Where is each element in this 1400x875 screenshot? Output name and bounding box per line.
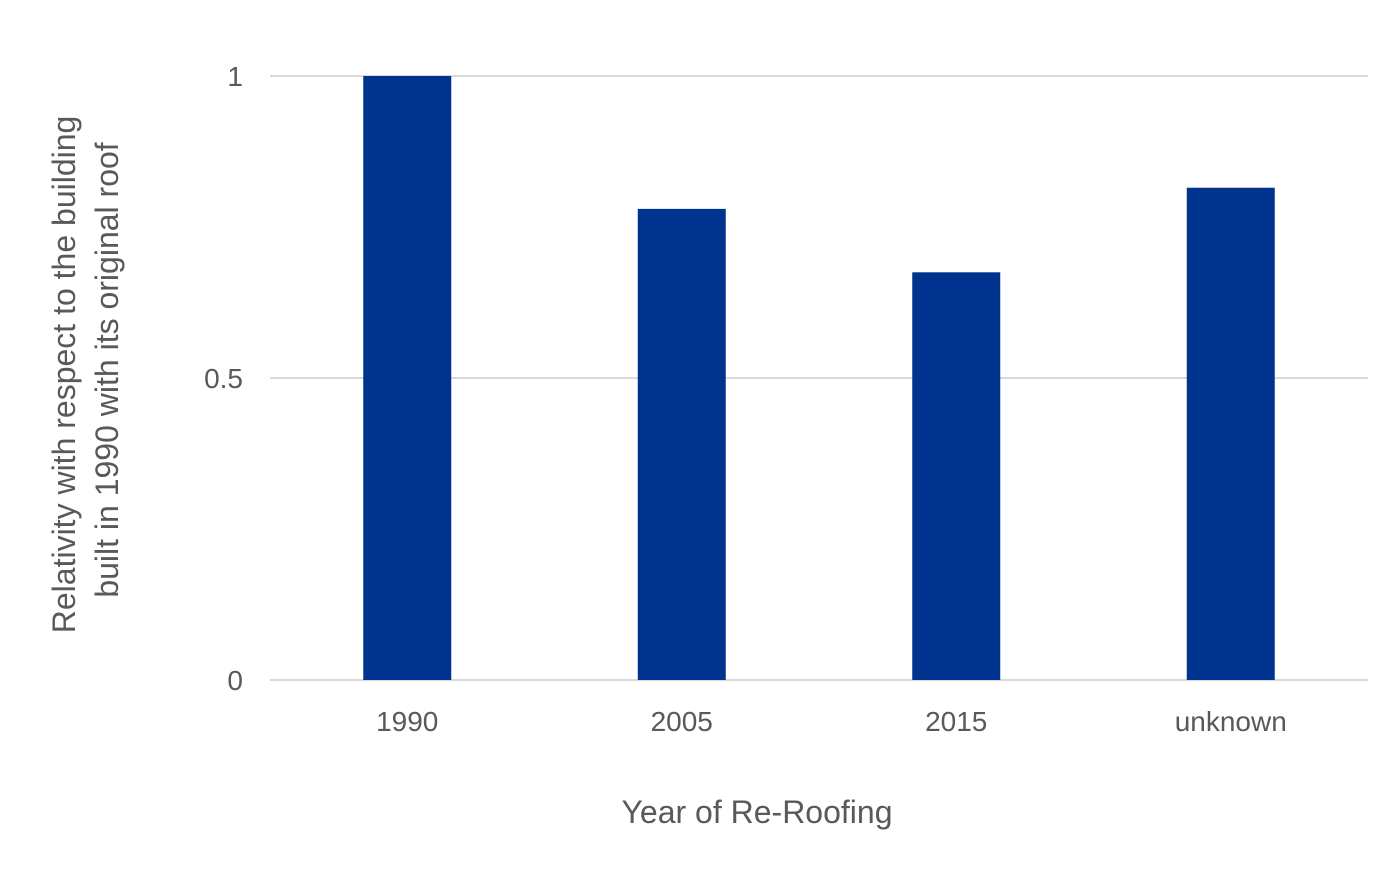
y-axis-title: Relativity with respect to the building … [46, 107, 125, 633]
x-tick-label: 2005 [651, 706, 713, 737]
x-axis-ticks: 1990 2005 2015 unknown [376, 706, 1287, 737]
y-axis-title-line-2: built in 1990 with its original roof [89, 142, 125, 597]
bar-unknown [1186, 187, 1275, 681]
gridlines [270, 75, 1368, 681]
x-tick-label: 1990 [376, 706, 438, 737]
bar-1990 [363, 76, 452, 680]
x-axis-title: Year of Re-Roofing [622, 794, 893, 830]
y-axis-title-line-1: Relativity with respect to the building [46, 116, 82, 634]
bar-2015 [912, 272, 1001, 680]
bars [363, 76, 1275, 681]
x-tick-label: 2015 [925, 706, 987, 737]
y-axis-ticks: 00.51 [204, 61, 243, 696]
y-tick-label: 1 [227, 61, 243, 92]
bar-2005 [637, 208, 726, 680]
y-tick-label: 0.5 [204, 363, 243, 394]
y-tick-label: 0 [227, 665, 243, 696]
x-tick-label: unknown [1175, 706, 1287, 737]
